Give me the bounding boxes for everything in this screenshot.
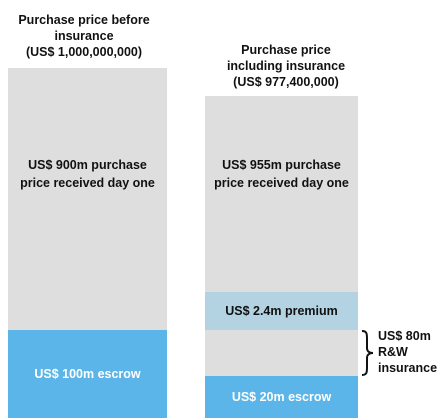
- right-escrow-line-1: US$ 20m escrow: [231, 390, 332, 404]
- left-escrow-line-1: US$ 100m escrow: [34, 367, 141, 381]
- left-header-line-3: (US$ 1,000,000,000): [25, 45, 143, 59]
- brace-line-2: R&W: [378, 345, 408, 359]
- left-segment-escrow-label: US$ 100m escrow: [34, 365, 140, 383]
- right-segment-premium: US$ 2.4m premium: [205, 292, 358, 330]
- right-segment-rw-gap: [205, 330, 358, 376]
- left-column-header: Purchase price before insurance (US$ 1,0…: [0, 12, 168, 60]
- brace-line-1: US$ 80m: [378, 329, 431, 343]
- right-header-line-2: including insurance: [226, 59, 346, 73]
- left-segment-day-one-label: US$ 900m purchase price received day one: [20, 156, 155, 192]
- left-segment-day-one: US$ 900m purchase price received day one: [8, 68, 167, 330]
- brace-annotation: US$ 80m R&W insurance: [378, 328, 437, 376]
- right-segment-escrow: US$ 20m escrow: [205, 376, 358, 418]
- left-segment-escrow: US$ 100m escrow: [8, 330, 167, 418]
- brace-line-3: insurance: [378, 361, 438, 375]
- left-day-one-line-2: price received day one: [20, 176, 155, 190]
- left-header-line-1: Purchase price before: [18, 13, 150, 27]
- right-day-one-line-1: US$ 955m purchase: [222, 158, 341, 172]
- right-segment-day-one-label: US$ 955m purchase price received day one: [214, 156, 349, 192]
- right-header-line-3: (US$ 977,400,000): [233, 75, 339, 89]
- right-premium-line-1: US$ 2.4m premium: [225, 304, 338, 318]
- right-column-header: Purchase price including insurance (US$ …: [196, 42, 376, 90]
- left-day-one-line-1: US$ 900m purchase: [28, 158, 147, 172]
- right-segment-day-one: US$ 955m purchase price received day one: [205, 96, 358, 292]
- right-segment-escrow-label: US$ 20m escrow: [232, 388, 331, 406]
- right-header-line-1: Purchase price: [241, 43, 331, 57]
- right-day-one-line-2: price received day one: [214, 176, 349, 190]
- right-segment-premium-label: US$ 2.4m premium: [225, 302, 338, 320]
- left-header-line-2: insurance: [54, 29, 114, 43]
- brace-icon: [361, 330, 374, 376]
